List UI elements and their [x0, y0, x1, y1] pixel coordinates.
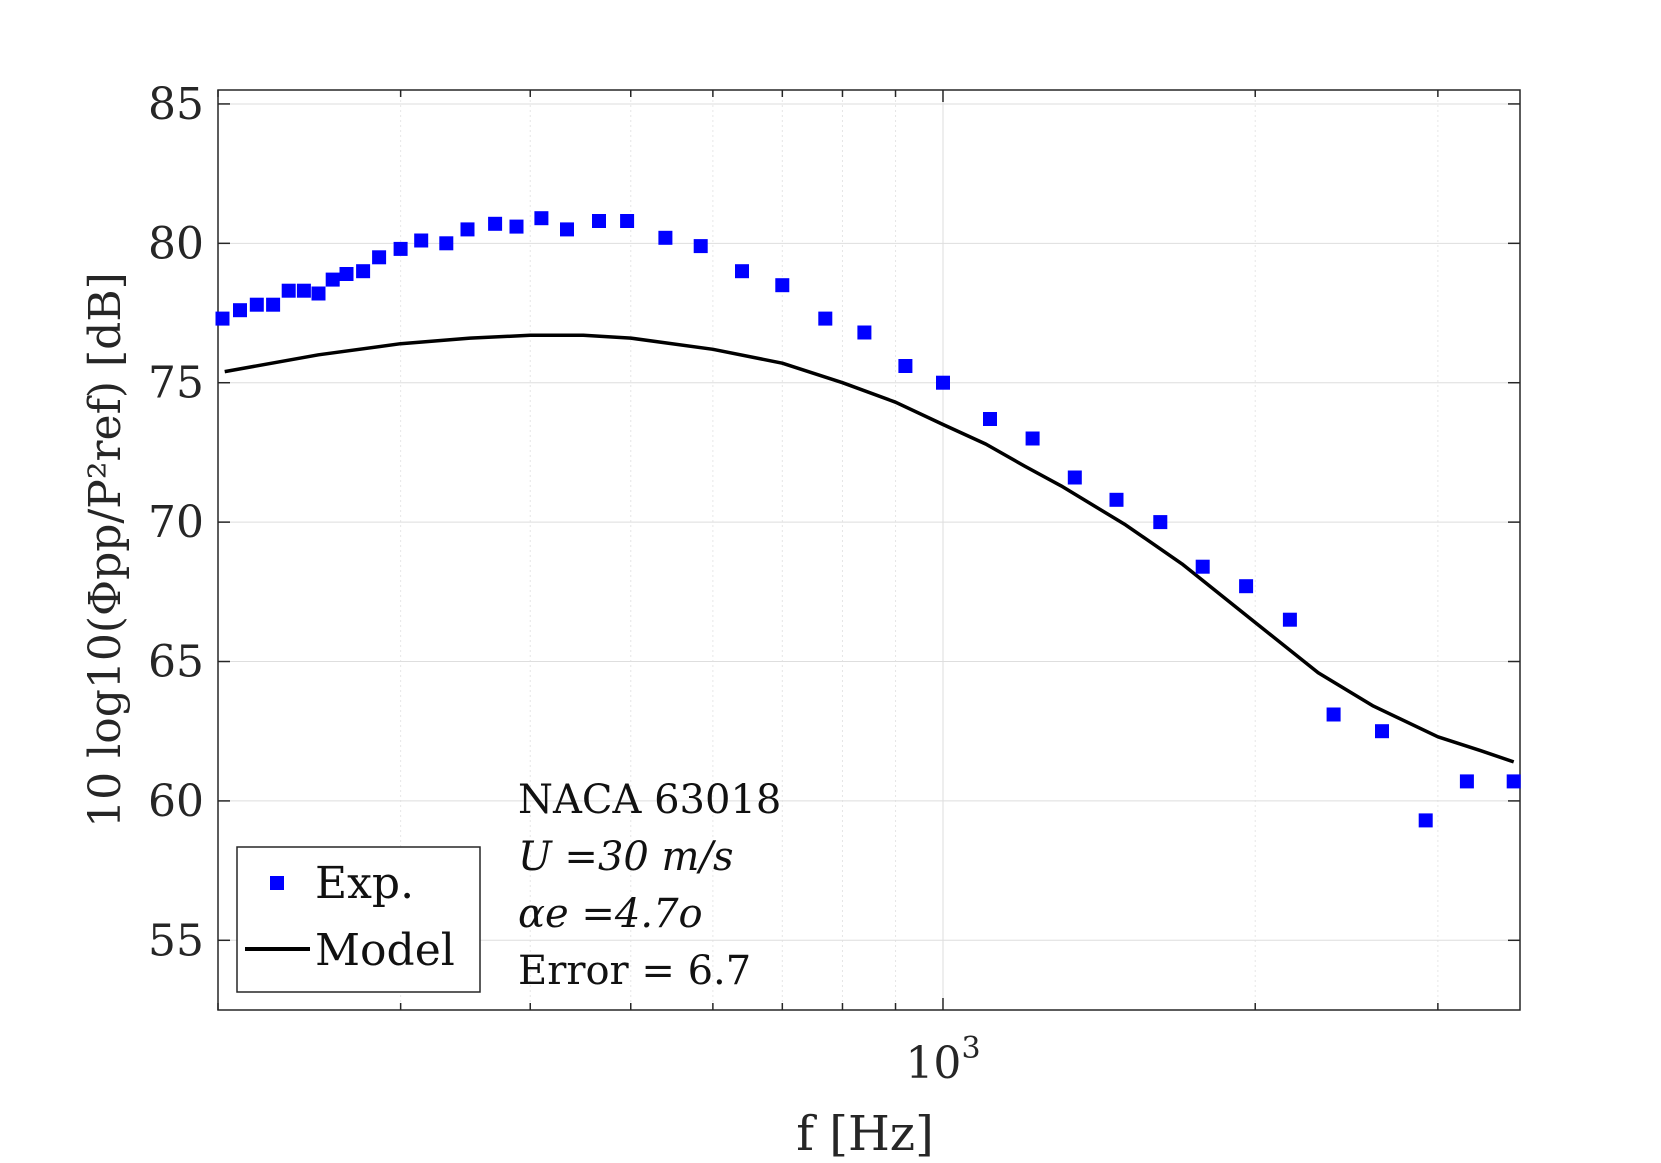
- exp-data-point: [325, 272, 340, 287]
- y-axis-title: 10 log10(Φpp/P²ref) [dB]: [80, 272, 131, 828]
- exp-data-point: [735, 264, 749, 279]
- exp-data-point: [509, 219, 524, 234]
- annotation-aoa: αe =4.7o: [518, 891, 703, 937]
- plot-area-frame: [217, 89, 1521, 1011]
- exp-data-point: [658, 230, 673, 245]
- y-tick-label: 60: [148, 776, 204, 827]
- y-tick-label: 65: [148, 637, 204, 688]
- exp-data-point: [693, 239, 708, 254]
- exp-data-point: [592, 214, 606, 228]
- exp-data-point: [215, 311, 230, 326]
- exp-data-point: [1109, 492, 1124, 507]
- y-tick-label: 80: [148, 218, 204, 269]
- exp-data-point: [1239, 579, 1254, 594]
- exp-data-point: [372, 250, 387, 265]
- x-axis-title: f [Hz]: [796, 1106, 934, 1162]
- exp-data-point: [775, 278, 790, 293]
- series-layer: [215, 211, 1521, 828]
- exp-data-point: [311, 286, 326, 301]
- exp-data-point: [339, 267, 354, 281]
- legend: Exp. Model: [236, 846, 481, 993]
- exp-data-point: [249, 297, 264, 312]
- exp-data-point: [296, 283, 311, 298]
- exp-data-point: [1195, 559, 1210, 574]
- exp-data-point: [1418, 813, 1433, 828]
- y-tick-label: 85: [148, 79, 204, 130]
- exp-data-point: [1067, 470, 1082, 485]
- exp-data-point: [1282, 612, 1297, 627]
- exp-data-point: [439, 236, 454, 251]
- y-tick-label: 70: [148, 497, 204, 548]
- exp-data-point: [560, 222, 574, 237]
- exp-data-point: [857, 325, 872, 340]
- exp-data-point: [983, 412, 997, 426]
- exp-data-point: [898, 359, 913, 373]
- y-tick-label: 75: [148, 358, 204, 409]
- exp-data-point: [534, 211, 549, 226]
- exp-data-point: [1025, 431, 1040, 446]
- annotation-error: Error = 6.7: [518, 948, 751, 994]
- legend-marker-exp: [270, 876, 284, 890]
- exp-data-point: [393, 241, 408, 256]
- model-line: [224, 333, 1515, 764]
- exp-data-point: [488, 216, 503, 231]
- y-tick-label: 55: [148, 915, 204, 966]
- exp-data-point: [1375, 724, 1389, 739]
- y-axis: 55 60 65 70 75 80 85: [148, 79, 1520, 966]
- legend-label-exp: Exp.: [315, 858, 414, 909]
- exp-data-point: [356, 264, 371, 279]
- exp-data-point: [936, 375, 950, 390]
- exp-data-point: [818, 311, 833, 326]
- exp-data-point: [414, 233, 429, 248]
- legend-box: [236, 846, 481, 993]
- exp-data-point: [460, 222, 475, 237]
- exp-data-point: [233, 303, 247, 318]
- exp-data-point: [1153, 515, 1168, 530]
- x-tick-label: 103: [905, 1031, 980, 1089]
- annotation-airfoil: NACA 63018: [518, 777, 781, 823]
- exp-data-point: [266, 297, 281, 312]
- annotation-velocity: U =30 m/s: [518, 834, 734, 880]
- legend-label-model: Model: [315, 925, 455, 976]
- x-axis: 103: [217, 90, 1439, 1089]
- exp-data-point: [620, 214, 635, 228]
- exp-data-point: [1506, 774, 1521, 789]
- exp-data-point: [1326, 707, 1341, 722]
- exp-data-point: [281, 283, 296, 298]
- exp-data-point: [1459, 774, 1474, 789]
